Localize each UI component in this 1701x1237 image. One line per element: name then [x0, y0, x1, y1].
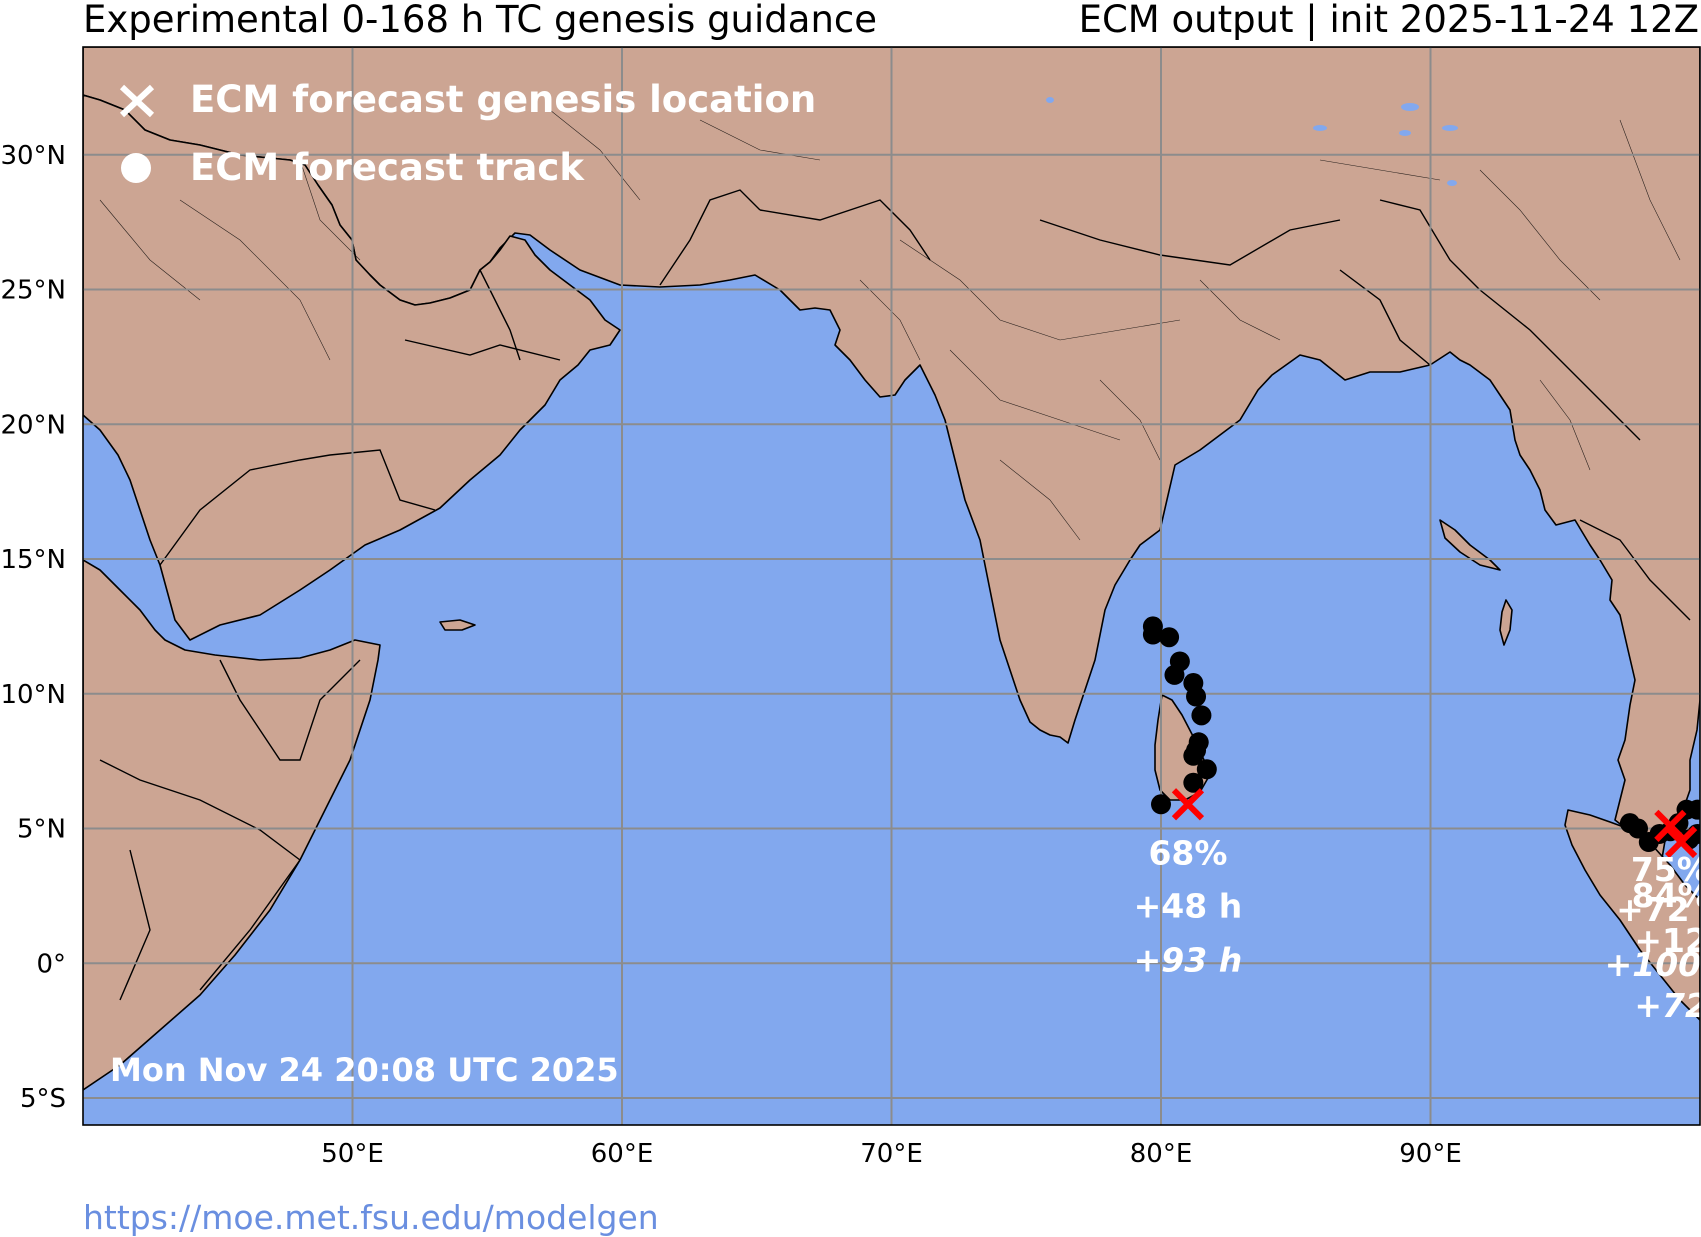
lon-tick-label: 60°E [591, 1139, 654, 1169]
track-point [1186, 686, 1207, 707]
forecast-tracks [1142, 616, 1700, 853]
lakes [1046, 97, 1458, 186]
system-duration-label: +100 h [1605, 945, 1701, 984]
genesis-time-label: +48 h [1134, 886, 1243, 925]
lat-tick-label: 10°N [0, 680, 66, 710]
genesis-markers [1171, 788, 1698, 859]
latitude-tick-labels: 30°N 25°N 20°N 15°N 10°N 5°N 0° 5°S [0, 141, 66, 1114]
lon-tick-label: 90°E [1399, 1139, 1462, 1169]
state-borders [99, 109, 1681, 541]
genesis-probability-label: 68% [1148, 833, 1227, 872]
land-africa [83, 559, 381, 1091]
legend: ECM forecast genesis location ECM foreca… [119, 78, 816, 189]
track-point [1151, 794, 1171, 815]
lat-tick-label: 5°N [17, 815, 66, 845]
track-point [1164, 664, 1185, 685]
legend-genesis-marker-icon [119, 84, 155, 118]
genesis-probability-label: 84% [1632, 876, 1701, 915]
system-duration-label: +72 [1634, 986, 1701, 1025]
track-point [1186, 740, 1207, 761]
system-annotations: 68% +48 h +93 h 75%+72 h +100 h 84% +12 +72 [1134, 833, 1701, 1025]
lon-tick-label: 70°E [860, 1139, 923, 1169]
lat-tick-label: 30°N [0, 141, 66, 171]
map-frame [82, 46, 1701, 1126]
graticule [83, 47, 1700, 1125]
lat-tick-label: 20°N [0, 410, 66, 440]
lat-tick-label: 0° [36, 949, 66, 979]
lon-tick-label: 50°E [321, 1139, 384, 1169]
lat-tick-label: 15°N [0, 545, 66, 575]
track-point [1142, 624, 1163, 645]
land-andaman [1499, 599, 1513, 646]
legend-track-marker-icon [121, 153, 151, 183]
lat-tick-label: 5°S [20, 1084, 66, 1114]
track-point [1159, 627, 1180, 648]
track-point [1628, 818, 1649, 839]
track-point [1687, 799, 1700, 820]
valid-timestamp: Mon Nov 24 20:08 UTC 2025 [110, 1051, 619, 1089]
land-socotra [439, 619, 476, 631]
track-point [1191, 705, 1212, 726]
model-init-label: ECM output | init 2025-11-24 12Z [1078, 0, 1699, 41]
land-myanmar-coast [1439, 519, 1501, 571]
genesis-marker-icon [1171, 788, 1205, 821]
genesis-time-label: +72 h [1616, 890, 1701, 929]
legend-track-label: ECM forecast track [190, 146, 585, 189]
lat-tick-label: 25°N [0, 276, 66, 306]
genesis-marker-icon [1665, 825, 1698, 859]
track-point [1196, 759, 1217, 780]
genesis-marker-icon [1654, 809, 1687, 842]
legend-genesis-label: ECM forecast genesis location [190, 78, 816, 121]
genesis-time-label: +12 [1634, 921, 1701, 960]
lon-tick-label: 80°E [1130, 1139, 1193, 1169]
system-duration-label: +93 h [1134, 940, 1243, 979]
genesis-probability-label: 75% [1631, 850, 1701, 889]
source-url-link[interactable]: https://moe.met.fsu.edu/modelgen [83, 1198, 659, 1237]
longitude-tick-labels: 50°E 60°E 70°E 80°E 90°E [321, 1139, 1462, 1169]
track-point [1183, 772, 1204, 793]
chart-title: Experimental 0-168 h TC genesis guidance [83, 0, 878, 41]
